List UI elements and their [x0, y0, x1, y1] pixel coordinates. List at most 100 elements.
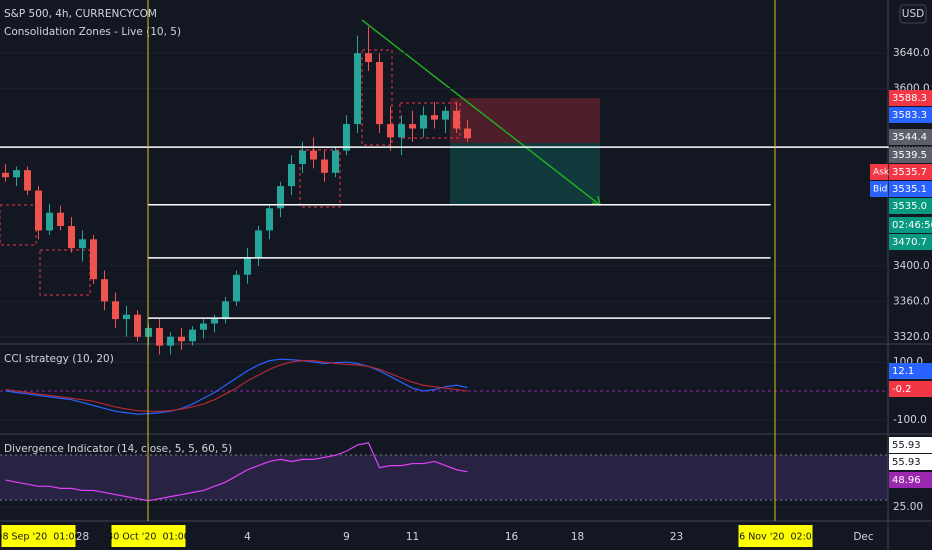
indicator-line	[5, 360, 468, 412]
candle-body	[387, 124, 394, 138]
candle-body	[332, 150, 339, 173]
price-badge-label: 55.93	[892, 457, 921, 468]
badge-prefix	[870, 164, 888, 180]
y-tick-label: 25.00	[893, 501, 923, 513]
candle-body	[101, 279, 108, 302]
badge-prefix-label: Ask	[873, 168, 890, 178]
indicator-title: CCI strategy (10, 20)	[4, 353, 114, 365]
candle-body	[134, 314, 141, 337]
price-badge-label: 48.96	[892, 475, 921, 486]
candle-body	[310, 150, 317, 160]
price-badge-label: 3535.7	[892, 167, 927, 178]
decorations	[0, 19, 601, 296]
price-badge-label: 3588.3	[892, 93, 927, 104]
candle-body	[90, 239, 97, 280]
candle-body	[211, 319, 218, 324]
price-badge-label: 3544.4	[892, 132, 927, 143]
candle-body	[189, 329, 196, 342]
price-badge	[889, 129, 932, 145]
candle-body	[244, 257, 251, 275]
candle-body	[46, 212, 53, 231]
candle-body	[123, 314, 130, 320]
candle-body	[420, 115, 427, 129]
candle-body	[266, 208, 273, 231]
currency-button[interactable]	[899, 4, 927, 24]
y-tick-label: 3320.0	[893, 331, 930, 343]
indicator-line	[5, 442, 468, 502]
zone-box	[299, 149, 341, 208]
price-badge-label: 3535.1	[892, 184, 927, 195]
x-tick-label: Dec	[853, 531, 874, 543]
price-badge	[889, 454, 932, 470]
x-tick-label: 4	[244, 531, 251, 543]
y-tick-label: 3640.0	[893, 47, 930, 59]
zone-box	[361, 49, 393, 146]
candle-body	[255, 230, 262, 258]
candle-body	[222, 301, 229, 320]
band	[0, 455, 888, 500]
candle-body	[167, 336, 174, 346]
candle-body	[321, 159, 328, 173]
price-badge	[889, 234, 932, 250]
chart-title: S&P 500, 4h, CURRENCYCOM	[4, 8, 157, 20]
y-tick-label: 3360.0	[893, 295, 930, 307]
y-tick-label: -100.0	[893, 414, 927, 426]
time-highlight	[738, 525, 813, 547]
price-badge-label: -0.2	[892, 384, 912, 395]
y-tick-label: 3400.0	[893, 260, 930, 272]
candle-body	[431, 115, 438, 120]
x-tick-label: 30 Oct '20 01:00	[107, 532, 190, 543]
candle-body	[398, 124, 405, 138]
candle-body	[376, 62, 383, 125]
candle-body	[354, 53, 361, 125]
x-tick-label: 23	[670, 531, 683, 543]
price-badge	[889, 107, 932, 123]
currency-label[interactable]: USD	[902, 8, 924, 20]
price-badge	[889, 363, 932, 379]
trend-arrow	[361, 19, 601, 206]
time-highlight	[111, 525, 186, 547]
candle-body	[288, 163, 295, 187]
candle-body	[24, 170, 31, 191]
zone-box	[399, 102, 461, 139]
price-badge	[889, 90, 932, 106]
candle-body	[200, 323, 207, 330]
indicator-title: Divergence Indicator (14, close, 5, 5, 6…	[4, 443, 232, 455]
price-badge	[889, 381, 932, 397]
stop-zone	[450, 98, 600, 143]
x-tick-label: 9	[343, 531, 350, 543]
price-badge-label: 3470.7	[892, 237, 927, 248]
candle-body	[156, 327, 163, 346]
candle-body	[442, 110, 449, 120]
candle-body	[112, 301, 119, 320]
badge-prefix-label: Bid	[873, 185, 887, 195]
price-badge-label: 55.93	[892, 440, 921, 451]
x-tick-label: 28	[76, 531, 89, 543]
price-badge	[889, 181, 932, 197]
candle-body	[79, 239, 86, 249]
price-badge-label: 12.1	[892, 366, 914, 377]
candle-body	[178, 336, 185, 342]
candle-body	[453, 110, 460, 129]
candle-body	[13, 170, 20, 178]
price-badge-label: 3583.3	[892, 110, 927, 121]
indicator-line	[5, 358, 468, 415]
candle-body	[343, 124, 350, 151]
candle-body	[464, 128, 471, 139]
x-tick-label: 08 Sep '20 01:00	[0, 532, 81, 543]
candle-body	[2, 172, 9, 178]
price-badge	[889, 437, 932, 453]
badge-prefix	[870, 181, 888, 197]
candle-body	[68, 226, 75, 249]
price-badge-label: 02:46:56	[892, 220, 932, 231]
candle-body	[35, 190, 42, 231]
x-tick-label: 26 Nov '20 02:00	[733, 532, 818, 543]
price-badge	[889, 217, 932, 233]
candle-body	[57, 212, 64, 227]
overlay-title: Consolidation Zones - Live (10, 5)	[4, 26, 181, 38]
price-badge-label: 3535.0	[892, 201, 927, 212]
x-tick-label: 16	[505, 531, 519, 543]
candle-body	[365, 53, 372, 63]
